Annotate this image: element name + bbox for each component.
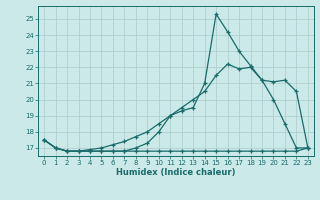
X-axis label: Humidex (Indice chaleur): Humidex (Indice chaleur) [116,168,236,177]
